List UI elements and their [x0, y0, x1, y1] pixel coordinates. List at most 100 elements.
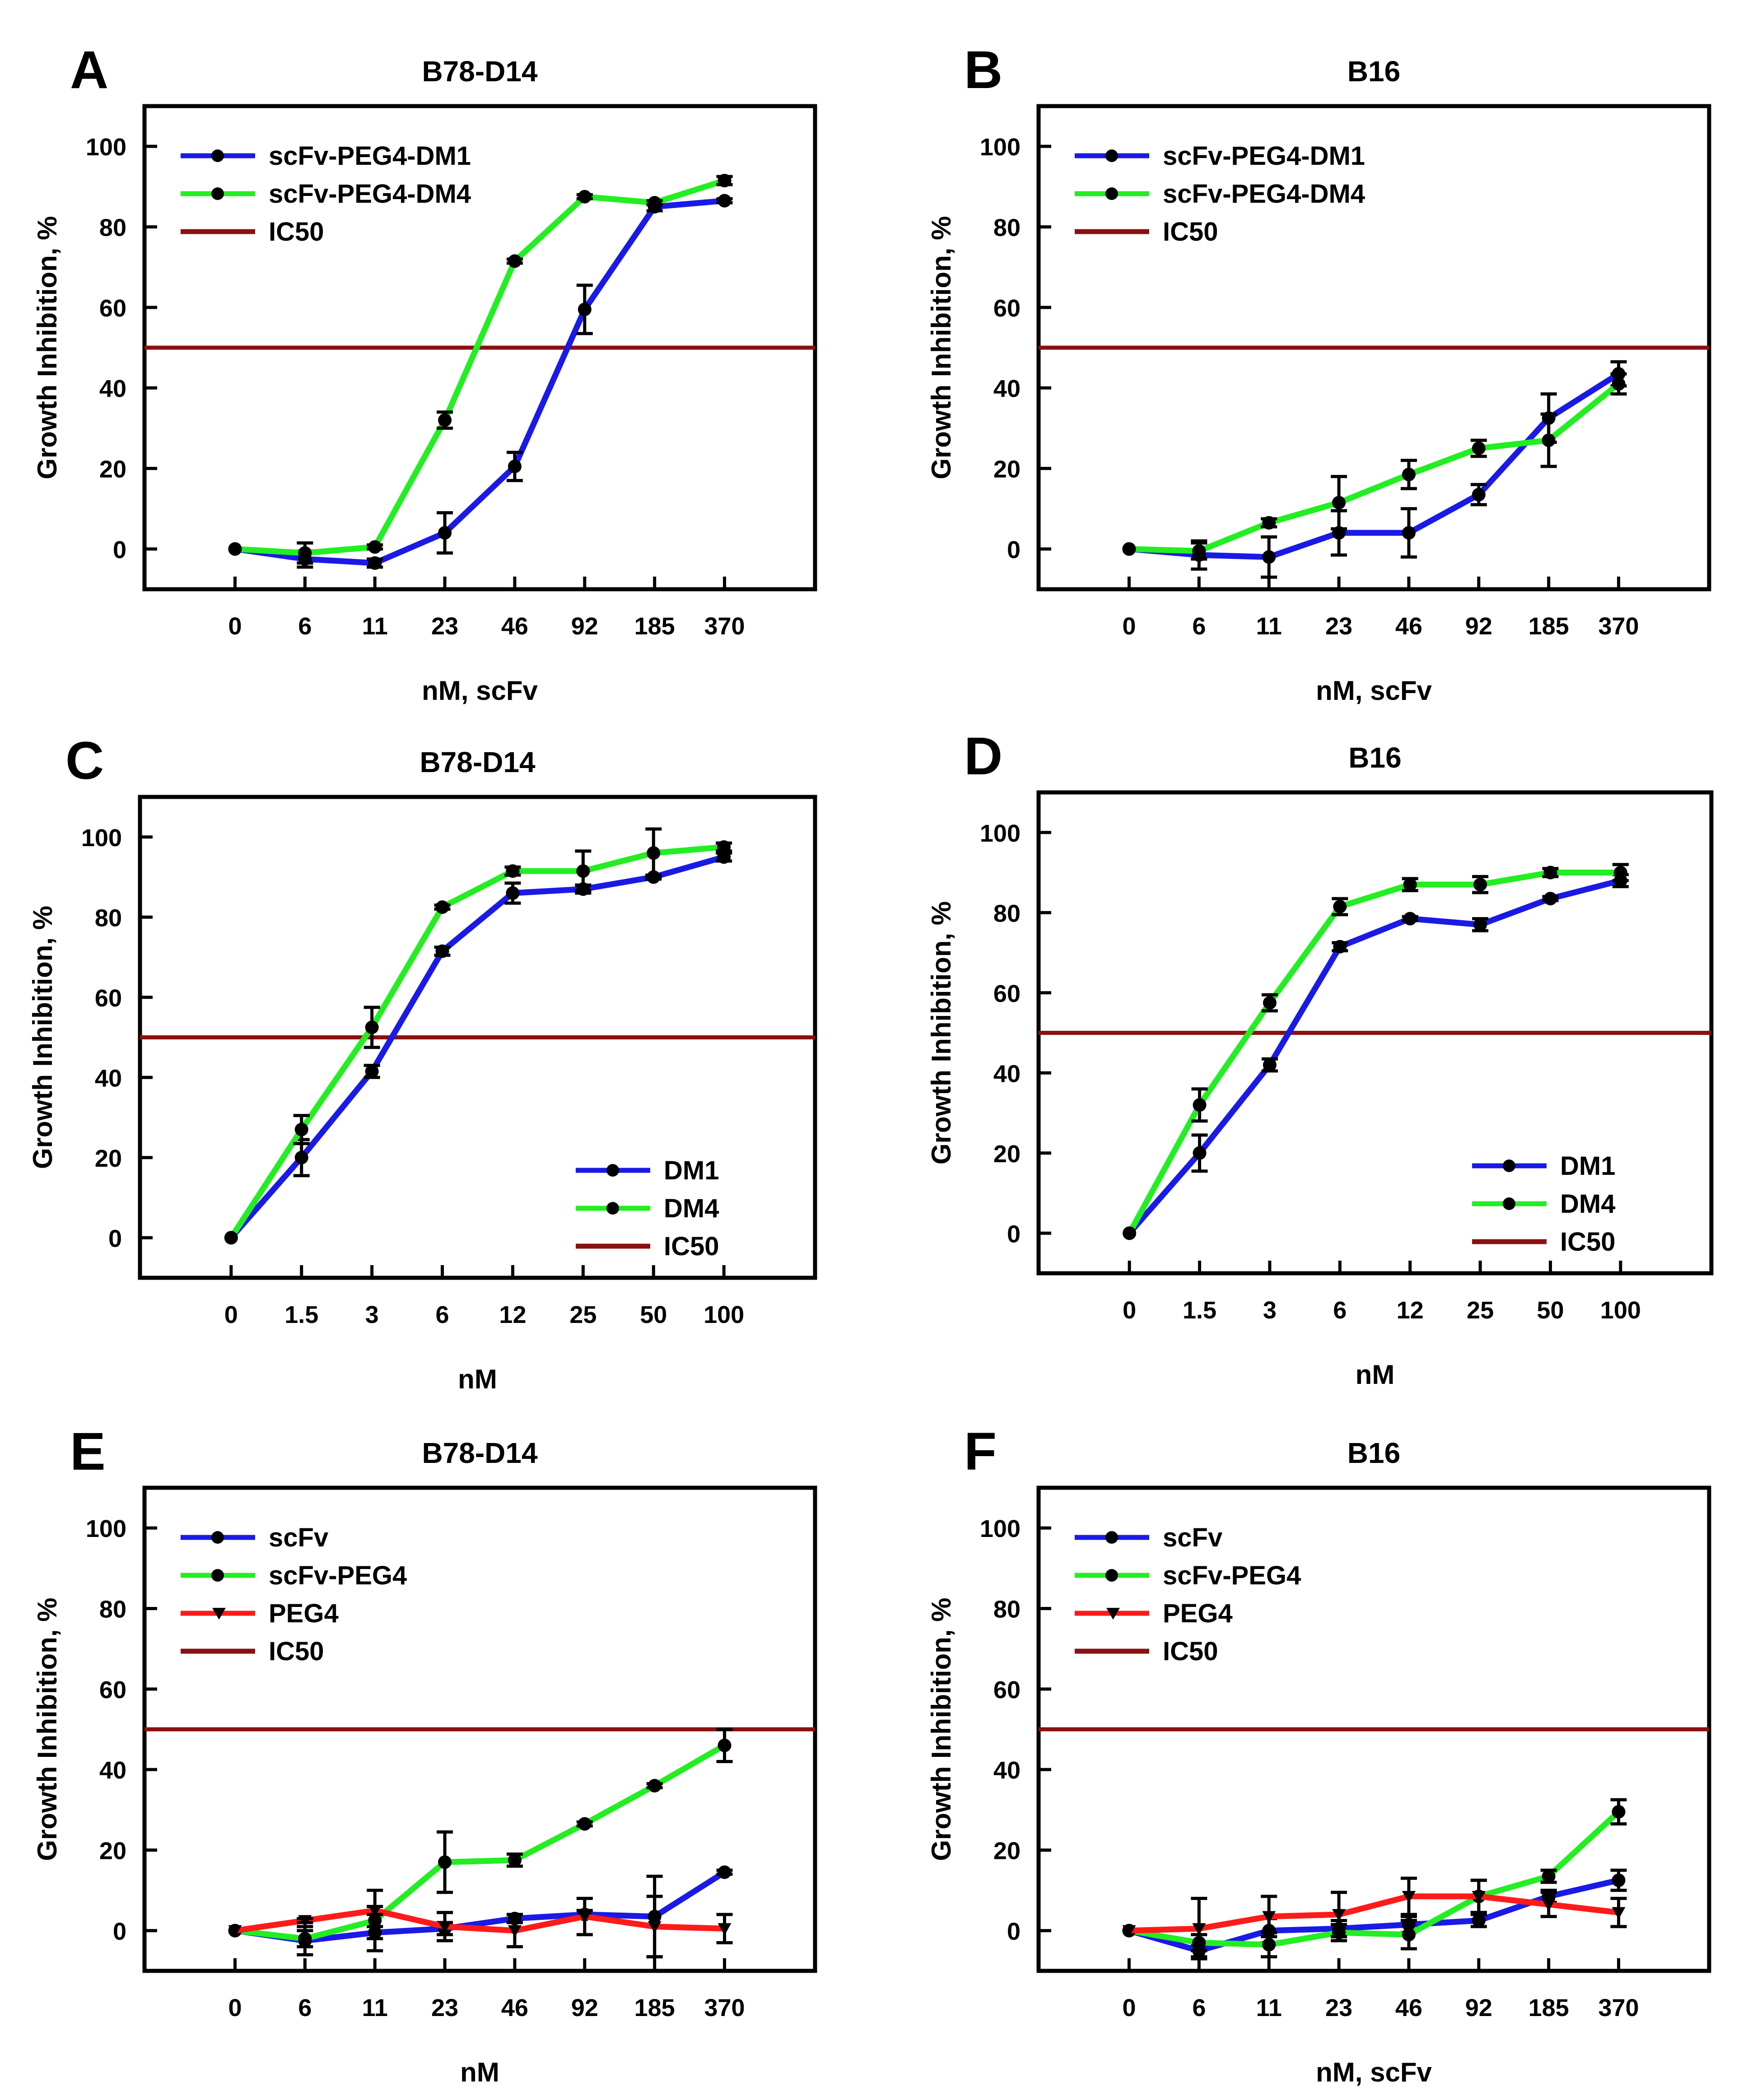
y-tick-label: 80	[993, 214, 1021, 242]
y-tick-label: 40	[99, 375, 126, 402]
legend-label: IC50	[269, 217, 324, 247]
y-tick-label: 40	[993, 375, 1021, 402]
panel-e: E B78-D14 0 20 40 60 80 100 0 6 11 23 46 92 185 370 nM Gr…	[32, 1422, 817, 2087]
x-tick-label: 6	[298, 1994, 312, 2021]
data-point	[648, 1779, 662, 1793]
legend-marker	[212, 1608, 226, 1620]
y-axis-label: Growth Inhibition, %	[28, 906, 58, 1169]
x-tick-label: 6	[1333, 1297, 1347, 1324]
series-line	[234, 1743, 726, 1942]
y-tick-label: 60	[993, 980, 1021, 1007]
y-tick-label: 100	[980, 134, 1021, 161]
legend-marker	[1105, 187, 1118, 200]
data-point	[1193, 1146, 1207, 1160]
data-point	[438, 526, 452, 540]
x-tick-label: 23	[1325, 613, 1352, 640]
legend-item: scFv-PEG4-DM4	[181, 179, 471, 209]
panel-f: F B16 0 20 40 60 80 100 0 6 11 23 46 92 185 370 nM, scFv…	[926, 1422, 1711, 2087]
legend-item: DM1	[1472, 1151, 1615, 1181]
panel-label: B	[964, 40, 1002, 100]
data-point	[508, 460, 522, 474]
legend-marker	[606, 1164, 619, 1177]
y-tick-label: 40	[95, 1065, 122, 1092]
legend: DM1 DM4 IC50	[576, 1156, 719, 1261]
data-point	[1402, 526, 1416, 540]
legend-item: PEG4	[1075, 1599, 1233, 1628]
x-tick-label: 46	[501, 1994, 528, 2021]
legend-label: IC50	[1163, 1637, 1218, 1666]
legend-marker	[211, 149, 224, 162]
series-line	[234, 1870, 727, 1944]
y-tick-label: 100	[980, 820, 1021, 847]
series-line	[228, 844, 724, 1239]
x-tick-label: 6	[1192, 613, 1206, 640]
data-point	[228, 542, 242, 556]
data-point	[718, 194, 732, 208]
legend-label: scFv-PEG4-DM4	[269, 179, 471, 209]
chart-title: B78-D14	[422, 1437, 538, 1469]
y-axis-label: Growth Inhibition, %	[926, 901, 956, 1164]
y-tick-label: 0	[113, 536, 126, 563]
series-line	[234, 1907, 725, 1934]
y-axis-label: Growth Inhibition, %	[32, 216, 62, 479]
chart-title: B16	[1347, 55, 1400, 88]
y-tick-label: 80	[99, 1596, 126, 1623]
y-tick-label: 80	[99, 214, 126, 242]
data-point	[1332, 1909, 1346, 1922]
data-point	[506, 886, 520, 900]
y-tick-label: 100	[86, 1515, 126, 1542]
data-point	[435, 900, 449, 914]
x-tick-label: 23	[431, 1994, 458, 2021]
y-tick-label: 100	[86, 134, 126, 161]
legend-marker	[211, 187, 224, 200]
data-point	[648, 1921, 662, 1933]
x-tick-label: 370	[1598, 613, 1639, 640]
chart-title: B16	[1347, 1437, 1400, 1469]
data-point	[717, 850, 731, 864]
data-point	[1333, 899, 1347, 913]
legend-marker	[1503, 1159, 1515, 1172]
data-point	[435, 944, 449, 958]
x-tick-label: 23	[431, 613, 458, 640]
data-point	[1472, 488, 1486, 502]
x-tick-label: 185	[634, 613, 675, 640]
y-axis-label: Growth Inhibition, %	[926, 216, 956, 479]
x-tick-label: 100	[704, 1301, 744, 1328]
legend-item: scFv	[181, 1523, 328, 1552]
legend-item: IC50	[1075, 217, 1218, 247]
data-point	[578, 1911, 592, 1923]
panel-d: D B16 0 20 40 60 80 100 0 1.5 3 6 12 25 50 100 nM Growth …	[926, 726, 1714, 1390]
legend: scFv-PEG4-DM1 scFv-PEG4-DM4 IC50	[181, 141, 471, 247]
data-point	[1332, 496, 1346, 510]
legend-label: scFv-PEG4	[269, 1561, 407, 1590]
data-point	[1612, 1907, 1626, 1919]
legend-marker	[1105, 149, 1118, 162]
y-tick-label: 60	[993, 1676, 1021, 1704]
data-point	[368, 556, 382, 570]
data-point	[1262, 1911, 1276, 1923]
data-point	[1542, 433, 1556, 447]
x-axis-label: nM, scFv	[1316, 2057, 1432, 2087]
series-line	[1128, 1810, 1621, 1948]
data-point	[718, 173, 732, 187]
data-point	[438, 413, 452, 427]
x-tick-label: 185	[634, 1994, 675, 2021]
data-point	[228, 1925, 242, 1937]
series-line	[228, 854, 725, 1240]
y-tick-label: 0	[1007, 1220, 1021, 1248]
legend-item: IC50	[1472, 1227, 1616, 1257]
y-tick-label: 80	[993, 1596, 1021, 1623]
legend-label: DM1	[664, 1156, 719, 1185]
data-point	[1472, 1891, 1486, 1904]
data-point	[1542, 1899, 1556, 1911]
data-point	[1333, 940, 1347, 954]
data-point	[1263, 1058, 1277, 1072]
panel-label: F	[964, 1422, 997, 1481]
x-axis-label: nM	[458, 1364, 497, 1394]
data-point	[1262, 516, 1276, 530]
data-point	[294, 1122, 308, 1136]
x-tick-label: 46	[1395, 1994, 1422, 2021]
y-tick-label: 60	[99, 295, 126, 322]
data-point	[438, 1921, 452, 1933]
